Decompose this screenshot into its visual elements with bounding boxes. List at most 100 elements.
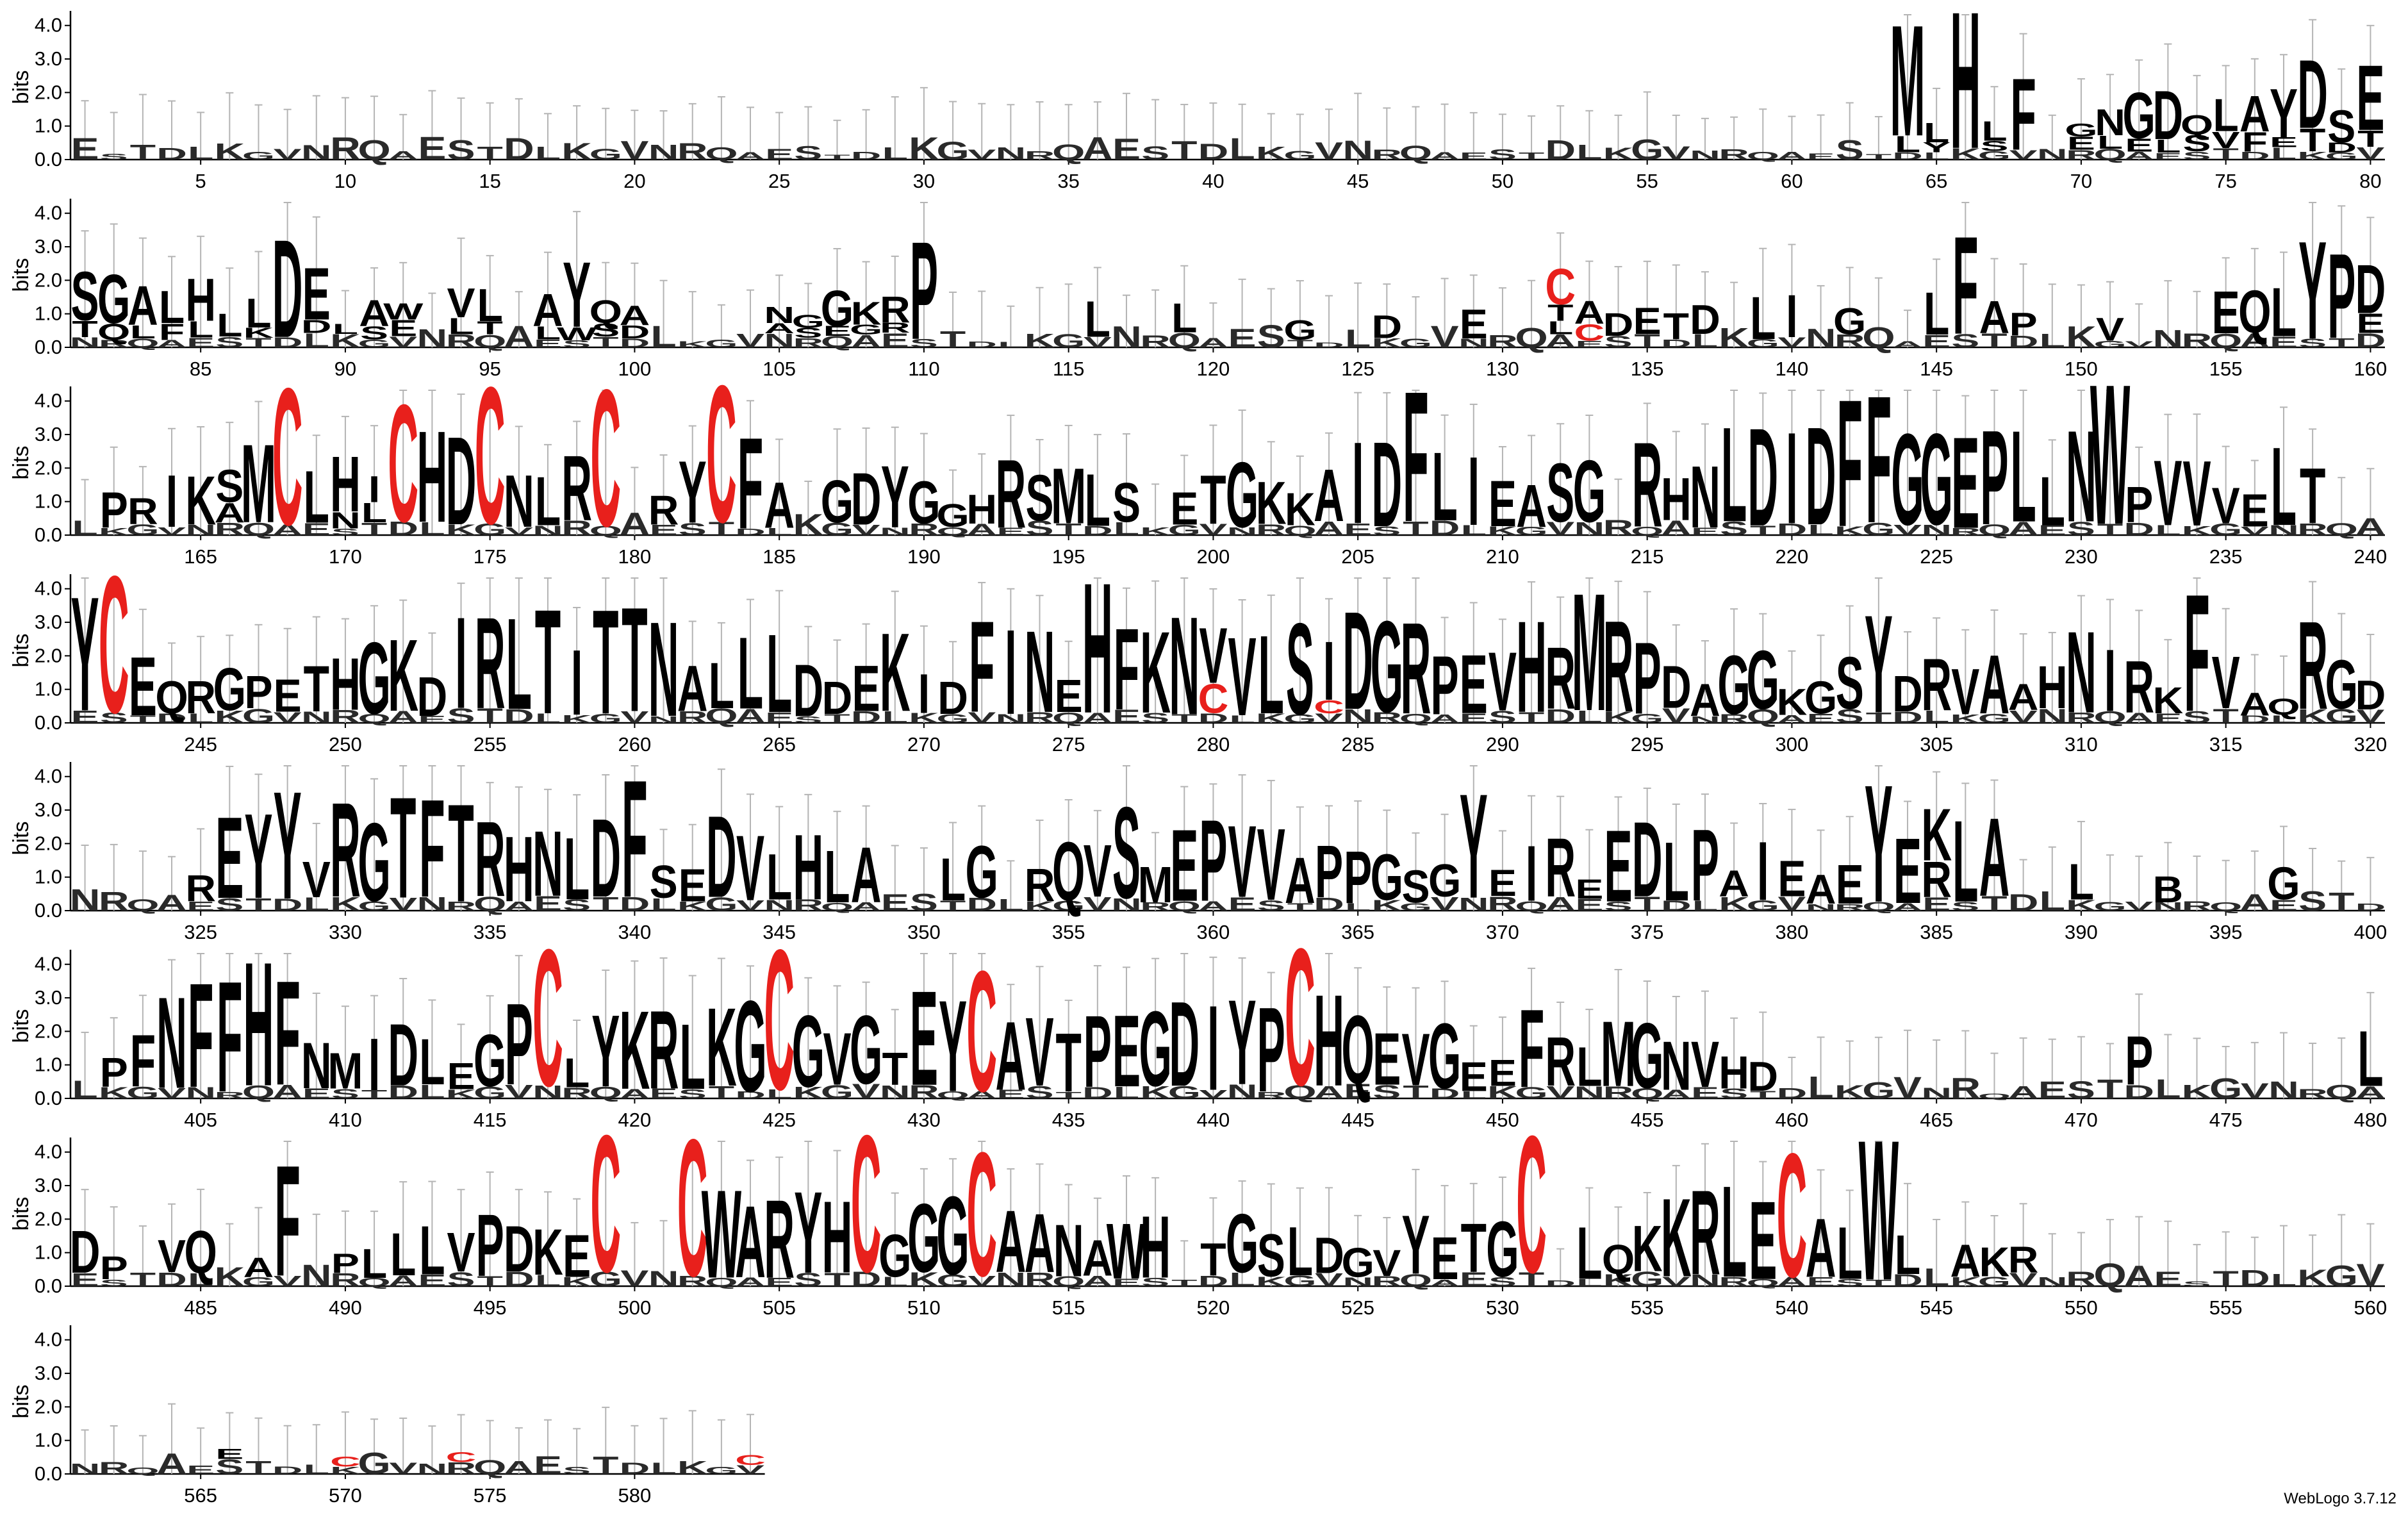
logo-letter: P	[1257, 982, 1285, 1117]
logo-letter: D	[2297, 40, 2328, 149]
logo-letter-minor: S	[2183, 708, 2211, 727]
logo-letter-minor: A	[1661, 517, 1692, 540]
logo-letter-minor: Q	[1168, 329, 1201, 352]
logo-letter-minor: E	[71, 707, 99, 727]
logo-letter: G	[1920, 407, 1952, 552]
logo-letter-minor: E	[71, 133, 99, 167]
logo-letter-minor: V	[389, 894, 417, 914]
logo-letter-minor: G	[1399, 336, 1432, 350]
logo-letter: R	[996, 440, 1027, 549]
logo-letter: F	[159, 319, 185, 345]
logo-letter: L	[1576, 1036, 1602, 1098]
logo-letter-minor: T	[245, 1457, 271, 1478]
y-tick-label: 1.0	[35, 1241, 62, 1264]
logo-letter-minor: R	[1371, 709, 1402, 726]
logo-letter: V	[1084, 829, 1112, 913]
y-axis-title: bits	[9, 1009, 33, 1043]
logo-letter: F	[1837, 362, 1863, 565]
logo-letter: S	[71, 258, 99, 336]
x-tick-label: 240	[2354, 545, 2387, 568]
logo-letter: C	[330, 1454, 361, 1469]
logo-letter: I	[1005, 604, 1016, 740]
logo-letter-minor: T	[1634, 893, 1660, 915]
logo-letter: G	[821, 468, 854, 535]
logo-letter-minor: G	[2325, 1260, 2358, 1293]
logo-letter: V	[1691, 1029, 1719, 1102]
logo-letter: A	[851, 830, 882, 918]
logo-letter-minor: N	[1921, 522, 1952, 539]
logo-letter: N	[504, 460, 534, 543]
logo-letter-minor: R	[1719, 146, 1749, 163]
logo-letter-minor: D	[504, 706, 534, 727]
logo-letter: D	[417, 666, 448, 728]
logo-letter: T	[1200, 461, 1226, 539]
x-tick-label: 95	[479, 358, 500, 380]
logo-letter-minor: E	[1807, 152, 1835, 162]
logo-letter: A	[677, 652, 708, 725]
logo-letter: E	[302, 252, 331, 336]
logo-letter: L	[419, 1211, 445, 1289]
logo-letter: H	[1516, 595, 1547, 740]
logo-letter: Q	[2181, 109, 2213, 140]
logo-letter-minor: E	[650, 522, 678, 539]
logo-letter: D	[1603, 307, 1634, 343]
logo-letter: A	[1516, 472, 1547, 540]
logo-letter: Q	[1341, 995, 1374, 1104]
logo-letter: L	[188, 317, 213, 343]
logo-letter: Y	[1865, 750, 1893, 938]
logo-letter-minor: V	[1431, 320, 1460, 354]
logo-letter-minor: V	[2241, 524, 2270, 538]
logo-letter: K	[1256, 470, 1287, 537]
x-tick-label: 25	[768, 170, 790, 192]
logo-letter: L	[709, 649, 734, 722]
logo-row: 0.0 1.0 2.0 3.0 4.0 bits 325 330 335 340 345 350 355…	[9, 745, 2387, 943]
logo-letter-minor: D	[1198, 140, 1229, 165]
logo-letter-minor: A	[2239, 890, 2270, 916]
logo-letter-minor: V	[2125, 340, 2153, 350]
logo-letter: T	[593, 579, 618, 746]
logo-letter: P	[2327, 228, 2355, 363]
logo-letter-minor: L	[1345, 324, 1371, 353]
x-tick-label: 510	[907, 1296, 941, 1319]
logo-letter-minor: R	[677, 138, 708, 165]
logo-letter-minor: E	[418, 715, 446, 725]
logo-letter: H	[185, 267, 216, 334]
logo-letter-minor: D	[1777, 520, 1808, 539]
logo-letter-minor: A	[2123, 710, 2154, 726]
logo-letter: G	[734, 974, 766, 1120]
x-tick-label: 580	[618, 1484, 652, 1507]
logo-letter: N	[1661, 1027, 1692, 1105]
logo-letter-minor: K	[1835, 524, 1865, 538]
logo-letter: H	[243, 925, 274, 1123]
logo-letter: R	[475, 799, 506, 919]
logo-letter-minor: V	[1662, 704, 1690, 727]
logo-letter-minor: L	[72, 1075, 97, 1104]
logo-letter: L	[1431, 432, 1457, 541]
logo-letter-minor: Q	[2325, 1080, 2358, 1103]
logo-letter-minor: E	[1344, 520, 1372, 539]
logo-letter-minor: K	[1950, 712, 1981, 725]
logo-letter: K	[620, 988, 650, 1112]
logo-letter-minor: Q	[705, 704, 738, 727]
x-tick-label: 515	[1052, 1296, 1085, 1319]
logo-letter: L	[361, 497, 387, 528]
logo-letter: L	[2068, 854, 2094, 911]
logo-letter: D	[2355, 250, 2386, 328]
logo-letter-minor: A	[1430, 150, 1460, 162]
logo-letter: T	[2357, 126, 2383, 152]
logo-letter-minor: V	[968, 709, 996, 726]
logo-letter-minor: N	[70, 335, 101, 351]
logo-letter-minor: N	[1342, 705, 1373, 727]
x-tick-label: 215	[1631, 545, 1664, 568]
logo-letter-minor: Q	[474, 892, 506, 915]
logo-letter-minor: R	[2297, 520, 2328, 539]
logo-letter-minor: N	[996, 144, 1027, 163]
logo-letter-minor: K	[561, 139, 592, 165]
x-tick-label: 575	[474, 1484, 507, 1507]
logo-letter-minor: N	[417, 1461, 448, 1477]
logo-letter-minor: A	[735, 150, 766, 161]
logo-letter-minor: Q	[1399, 141, 1432, 163]
logo-letter: E	[1893, 819, 1922, 923]
logo-letter: E	[1460, 1054, 1488, 1100]
logo-letter: P	[1691, 807, 1719, 922]
